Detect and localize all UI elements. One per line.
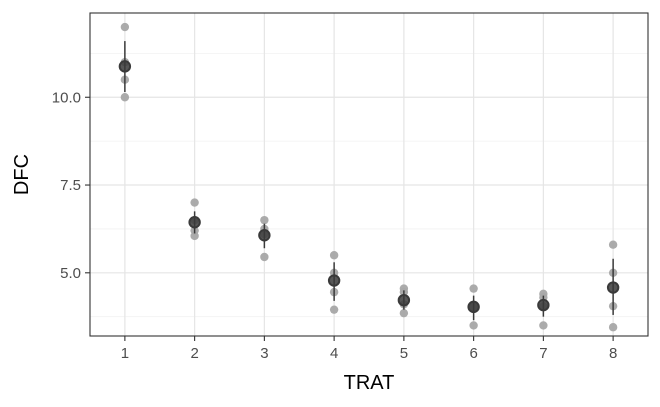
y-axis-title: DFC [11,154,33,195]
x-tick-labels: 1 2 3 4 5 6 7 8 [121,345,618,362]
mean-point [118,60,132,73]
observation-point [608,240,618,249]
y-tick-label: 10.0 [52,89,81,106]
axis-ticks [85,96,614,341]
observation-point [469,284,478,293]
mean-with-error-bars [118,41,620,321]
mean-point [397,293,411,307]
x-tick-label: 6 [469,345,477,362]
x-tick-label: 1 [121,345,129,362]
x-tick-label: 7 [539,345,547,362]
y-tick-label: 7.5 [60,177,81,194]
mean-point [467,300,480,314]
x-tick-label: 2 [190,345,198,362]
x-tick-label: 8 [609,345,617,362]
mean-point [258,229,271,242]
x-axis-title: TRAT [344,372,395,394]
observation-point [329,251,339,260]
y-tick-label: 5.0 [60,265,81,282]
x-tick-label: 3 [260,345,268,362]
observation-point [260,252,269,262]
mean-point [606,281,620,294]
observation-point [539,321,548,330]
observation-point [260,215,269,225]
x-tick-label: 5 [400,345,408,362]
grid-lines [90,13,648,336]
x-tick-label: 4 [330,345,338,362]
observation-point [329,305,339,314]
mean-point [188,216,201,229]
y-tick-labels: 5.0 7.5 10.0 [52,89,81,282]
observation-point [190,198,199,207]
observation-point [120,22,130,32]
observation-point [120,93,130,102]
mean-point [537,298,550,312]
panel-border [89,12,649,337]
observation-point [469,321,478,330]
mean-point [327,274,341,287]
observation-point [608,323,618,332]
observation-point [190,231,199,241]
observation-point [399,308,409,318]
